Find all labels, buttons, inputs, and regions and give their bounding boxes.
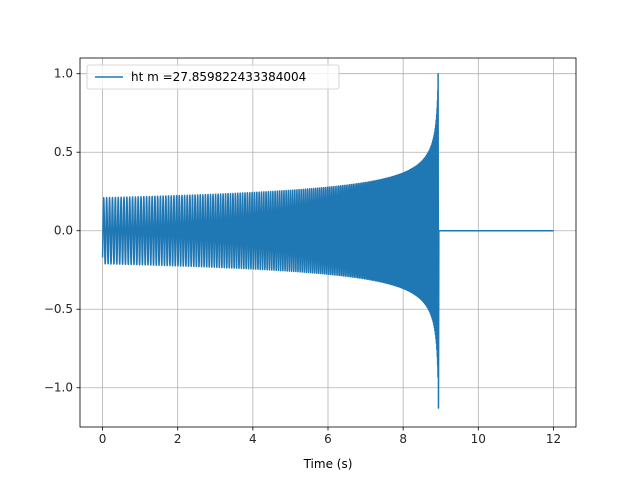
legend: ht m =27.859822433384004 [86,64,340,90]
series-line-ht [101,72,554,409]
x-tick-label: 8 [399,432,407,446]
x-axis-label: Time (s) [303,457,353,471]
x-tick-label: 2 [174,432,182,446]
plot-area [101,72,554,409]
x-axis: 0 2 4 6 8 10 12 [99,427,561,446]
y-axis: −1.0 −0.5 0.0 0.5 1.0 [44,67,80,395]
y-tick-label: 0.5 [54,145,73,159]
x-tick-label: 10 [471,432,486,446]
y-tick-label: 0.0 [54,224,73,238]
x-tick-label: 4 [249,432,257,446]
legend-label: ht m =27.859822433384004 [131,70,306,84]
x-tick-label: 0 [99,432,107,446]
x-tick-label: 12 [546,432,561,446]
x-tick-label: 6 [324,432,332,446]
y-tick-label: −0.5 [44,302,73,316]
legend-box [86,64,340,90]
y-tick-label: −1.0 [44,381,73,395]
y-tick-label: 1.0 [54,67,73,81]
